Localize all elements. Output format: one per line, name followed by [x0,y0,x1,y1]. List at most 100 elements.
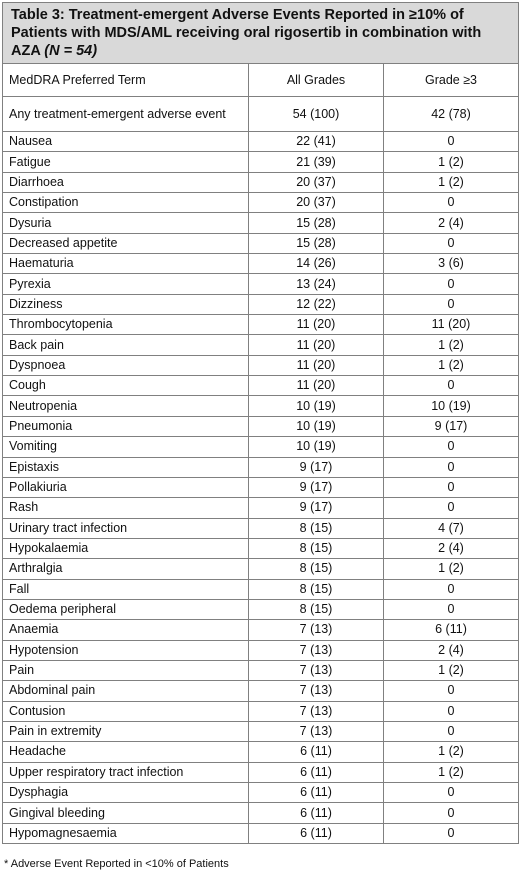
cell-grade-3: 4 (7) [383,517,519,539]
table-row: Pneumonia 10 (19) 9 (17) [2,415,519,438]
cell-term: Pyrexia [2,273,249,295]
cell-all-grades: 8 (15) [248,517,384,539]
cell-grade-3: 0 [383,598,519,621]
cell-grade-3: 42 (78) [383,96,519,132]
table-row: Thrombocytopenia 11 (20) 11 (20) [2,314,519,336]
cell-grade-3: 11 (20) [383,314,519,336]
cell-all-grades: 6 (11) [248,741,384,763]
table-row: Gingival bleeding 6 (11) 0 [2,802,519,824]
cell-all-grades: 6 (11) [248,802,384,824]
cell-term: Epistaxis [2,456,249,478]
cell-grade-3: 0 [383,497,519,519]
table-row: Oedema peripheral 8 (15) 0 [2,598,519,621]
cell-grade-3: 0 [383,232,519,255]
cell-grade-3: 0 [383,293,519,316]
cell-grade-3: 1 (2) [383,659,519,682]
table-row: Vomiting 10 (19) 0 [2,436,519,458]
cell-all-grades: 9 (17) [248,497,384,519]
cell-term: Cough [2,375,249,397]
cell-all-grades: 6 (11) [248,822,384,845]
cell-grade-3: 0 [383,578,519,600]
cell-all-grades: 7 (13) [248,659,384,682]
cell-grade-3: 1 (2) [383,761,519,784]
header-all-grades: All Grades [248,63,384,97]
table-row: Decreased appetite 15 (28) 0 [2,232,519,255]
cell-term: Any treatment-emergent adverse event [2,96,249,132]
caption-n: (N = 54) [44,43,98,59]
cell-grade-3: 0 [383,192,519,214]
cell-term: Diarrhoea [2,171,249,194]
cell-all-grades: 15 (28) [248,212,384,234]
cell-term: Hypomagnesaemia [2,822,249,845]
cell-term: Back pain [2,334,249,356]
cell-grade-3: 1 (2) [383,558,519,580]
cell-term: Pain [2,659,249,682]
table-row: Rash 9 (17) 0 [2,497,519,519]
cell-grade-3: 2 (4) [383,537,519,560]
cell-grade-3: 0 [383,822,519,845]
header-term: MedDRA Preferred Term [2,63,249,97]
table-row: Arthralgia 8 (15) 1 (2) [2,558,519,580]
cell-term: Anaemia [2,619,249,641]
table-row: Fall 8 (15) 0 [2,578,519,600]
cell-term: Fatigue [2,151,249,173]
cell-grade-3: 0 [383,375,519,397]
table-row: Hypokalaemia 8 (15) 2 (4) [2,537,519,560]
cell-grade-3: 0 [383,802,519,824]
table-row: Upper respiratory tract infection 6 (11) 1… [2,761,519,784]
cell-term: Dizziness [2,293,249,316]
cell-grade-3: 0 [383,720,519,743]
table-row: Cough 11 (20) 0 [2,375,519,397]
cell-all-grades: 54 (100) [248,96,384,132]
table-row: Pain 7 (13) 1 (2) [2,659,519,682]
cell-term: Dysuria [2,212,249,234]
table-row: Haematuria 14 (26) 3 (6) [2,253,519,275]
cell-all-grades: 10 (19) [248,436,384,458]
table-row: Back pain 11 (20) 1 (2) [2,334,519,356]
table-row: Diarrhoea 20 (37) 1 (2) [2,171,519,194]
cell-term: Urinary tract infection [2,517,249,539]
table-row: Headache 6 (11) 1 (2) [2,741,519,763]
cell-all-grades: 11 (20) [248,334,384,356]
cell-all-grades: 15 (28) [248,232,384,255]
cell-all-grades: 21 (39) [248,151,384,173]
table-caption: Table 3: Treatment-emergent Adverse Even… [2,2,519,64]
table-row: Contusion 7 (13) 0 [2,700,519,722]
cell-all-grades: 11 (20) [248,354,384,377]
cell-grade-3: 0 [383,781,519,804]
cell-term: Fall [2,578,249,600]
cell-term: Thrombocytopenia [2,314,249,336]
cell-grade-3: 1 (2) [383,171,519,194]
cell-term: Abdominal pain [2,680,249,702]
cell-term: Arthralgia [2,558,249,580]
cell-all-grades: 9 (17) [248,476,384,499]
cell-all-grades: 7 (13) [248,639,384,661]
cell-all-grades: 7 (13) [248,619,384,641]
table-row: Dizziness 12 (22) 0 [2,293,519,316]
cell-grade-3: 1 (2) [383,354,519,377]
cell-term: Contusion [2,700,249,722]
cell-term: Headache [2,741,249,763]
cell-term: Vomiting [2,436,249,458]
cell-grade-3: 9 (17) [383,415,519,438]
cell-all-grades: 10 (19) [248,415,384,438]
table-row: Epistaxis 9 (17) 0 [2,456,519,478]
header-grade-3: Grade ≥3 [383,63,519,97]
cell-grade-3: 0 [383,273,519,295]
cell-term: Hypotension [2,639,249,661]
table-row: Dysphagia 6 (11) 0 [2,781,519,804]
table-row: Hypotension 7 (13) 2 (4) [2,639,519,661]
table-row: Fatigue 21 (39) 1 (2) [2,151,519,173]
header-row: MedDRA Preferred Term All Grades Grade ≥… [2,63,519,97]
caption-main: Table 3: Treatment-emergent Adverse Even… [11,7,482,59]
cell-term: Nausea [2,130,249,153]
cell-term: Constipation [2,192,249,214]
cell-all-grades: 8 (15) [248,598,384,621]
cell-all-grades: 6 (11) [248,781,384,804]
cell-grade-3: 0 [383,436,519,458]
cell-grade-3: 0 [383,680,519,702]
footnote: * Adverse Event Reported in <10% of Pati… [4,858,229,870]
cell-grade-3: 1 (2) [383,741,519,763]
table-row: Dysuria 15 (28) 2 (4) [2,212,519,234]
